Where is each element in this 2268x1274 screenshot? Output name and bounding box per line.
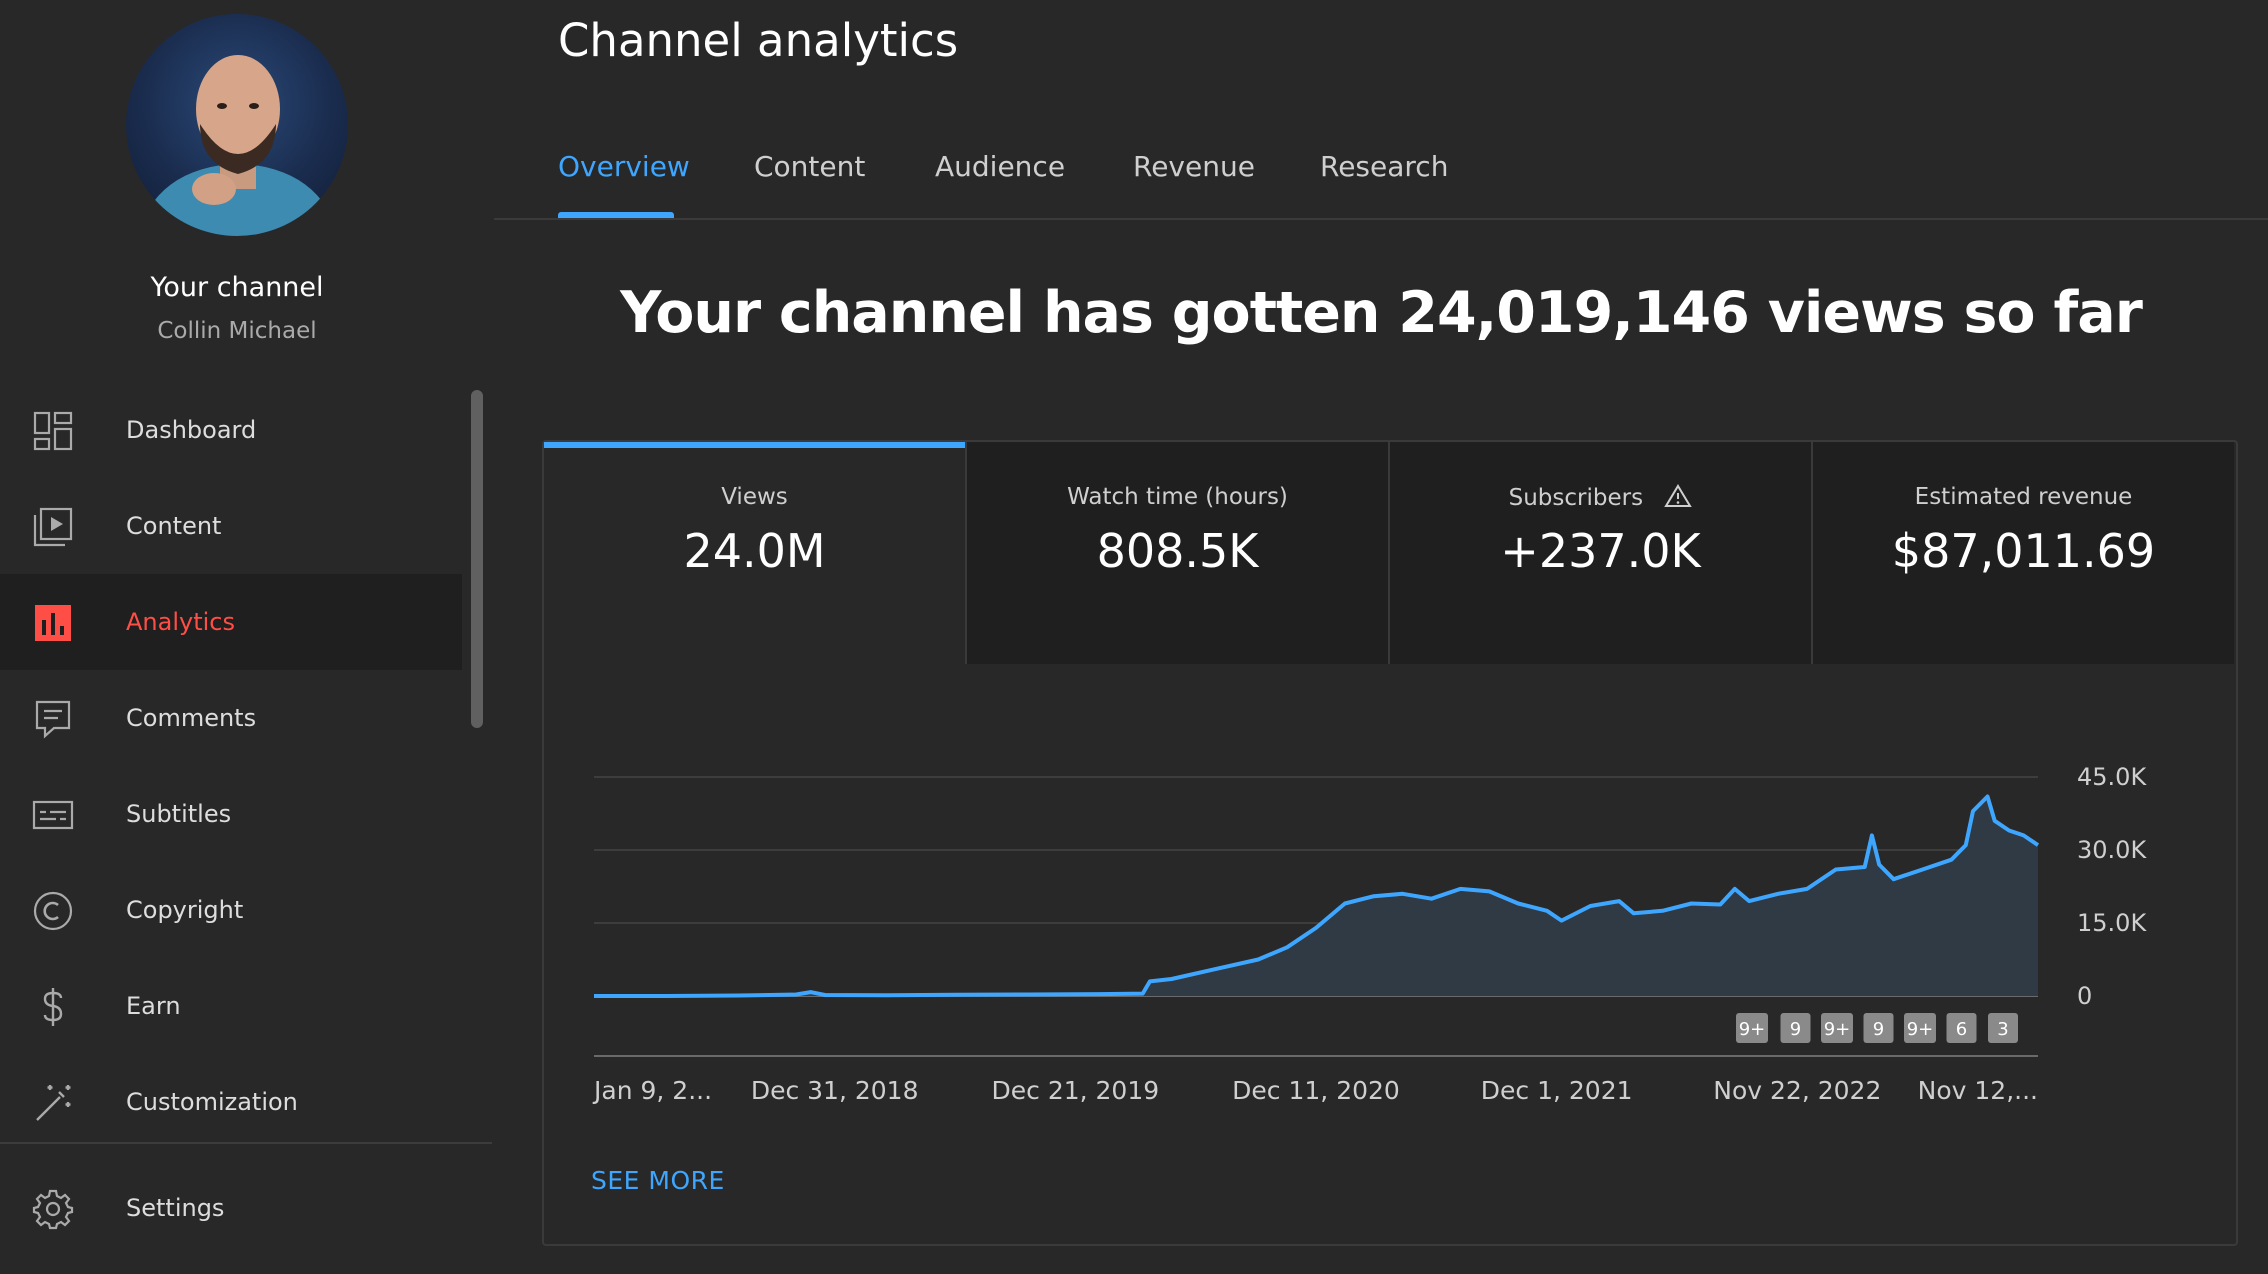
dashboard-icon <box>33 411 73 451</box>
sidebar-item-subtitles[interactable]: Subtitles <box>0 766 462 862</box>
x-tick-label: Dec 11, 2020 <box>1232 1076 1400 1105</box>
metric-divider <box>1388 442 1390 664</box>
sidebar-item-label: Copyright <box>126 896 244 924</box>
sidebar-nav: Dashboard Content Analytics <box>0 382 462 1150</box>
metric-divider <box>965 442 967 664</box>
sidebar-divider <box>0 1142 492 1144</box>
annotation-badge-label: 6 <box>1956 1019 1967 1040</box>
sidebar-item-copyright[interactable]: Copyright <box>0 862 462 958</box>
y-tick-label: 45.0K <box>2077 763 2147 791</box>
settings-label: Settings <box>126 1194 225 1222</box>
x-tick-label: Nov 22, 2022 <box>1713 1076 1881 1105</box>
views-chart[interactable]: 45.0K 30.0K 15.0K 0 Jan 9, 2... Dec 31, 2018 D… <box>544 442 2236 1244</box>
metric-label: Watch time (hours) <box>1067 484 1288 510</box>
channel-name: Collin Michael <box>157 318 317 344</box>
analytics-icon <box>35 605 71 641</box>
see-more-link[interactable]: SEE MORE <box>591 1166 725 1195</box>
x-tick-label: Dec 1, 2021 <box>1481 1076 1633 1105</box>
subtitles-icon <box>32 800 74 830</box>
avatar-image <box>143 55 333 236</box>
tab-audience[interactable]: Audience <box>935 150 1066 183</box>
sidebar-item-label: Comments <box>126 704 257 732</box>
sidebar-scrollbar[interactable] <box>471 390 483 728</box>
sidebar-item-customization[interactable]: Customization <box>0 1054 462 1150</box>
annotation-badge <box>1946 1013 1977 1043</box>
sidebar-item-label: Customization <box>126 1088 298 1116</box>
tab-content[interactable]: Content <box>754 150 866 183</box>
y-tick-label: 30.0K <box>2077 836 2147 864</box>
warning-icon[interactable] <box>1664 484 1693 508</box>
annotation-badge <box>1863 1013 1894 1043</box>
annotation-badge-label: 9+ <box>1824 1019 1851 1040</box>
tab-revenue[interactable]: Revenue <box>1133 150 1255 183</box>
content-icon <box>33 507 73 547</box>
metric-value: +237.0K <box>1500 524 1701 578</box>
metric-label: Subscribers <box>1390 484 1811 511</box>
sidebar-item-earn[interactable]: Earn <box>0 958 462 1054</box>
copyright-icon <box>33 891 73 931</box>
annotation-badge-label: 9+ <box>1739 1019 1766 1040</box>
metric-subscribers[interactable]: Subscribers +237.0K <box>1390 442 1811 664</box>
metric-label: Views <box>721 484 788 510</box>
series-line <box>594 794 2040 998</box>
sidebar-item-label: Earn <box>126 992 181 1020</box>
metric-value: 24.0M <box>683 524 826 578</box>
metric-label-text: Subscribers <box>1508 485 1644 511</box>
metric-active-indicator <box>544 442 965 448</box>
dollar-icon <box>43 988 63 1026</box>
metric-value: 808.5K <box>1096 524 1259 578</box>
sidebar-item-settings[interactable]: Settings <box>0 1160 462 1256</box>
sidebar-item-dashboard[interactable]: Dashboard <box>0 382 462 478</box>
tab-overview[interactable]: Overview <box>558 150 690 183</box>
active-tab-indicator <box>558 212 674 218</box>
tabs-divider <box>494 218 2268 220</box>
sidebar-item-label: Content <box>126 512 222 540</box>
x-tick-label: Dec 31, 2018 <box>751 1076 919 1105</box>
sidebar-item-analytics[interactable]: Analytics <box>0 574 462 670</box>
annotation-badge-label: 9+ <box>1907 1019 1934 1040</box>
x-tick-label: Dec 21, 2019 <box>992 1076 1160 1105</box>
annotation-badge <box>1821 1013 1853 1043</box>
annotation-badge <box>1988 1013 2018 1043</box>
annotation-badge <box>1780 1013 1811 1043</box>
metric-views[interactable]: Views 24.0M <box>544 442 965 664</box>
x-tick-label: Jan 9, 2... <box>592 1076 712 1105</box>
metric-divider <box>1811 442 1813 664</box>
avatar[interactable] <box>126 14 348 236</box>
metric-value: $87,011.69 <box>1891 524 2156 578</box>
metric-watch-time[interactable]: Watch time (hours) 808.5K <box>967 442 1388 664</box>
sidebar-item-comments[interactable]: Comments <box>0 670 462 766</box>
page-title: Channel analytics <box>558 14 959 67</box>
magic-wand-icon <box>36 1085 71 1121</box>
metric-label: Estimated revenue <box>1914 484 2133 510</box>
annotation-badge-label: 9 <box>1873 1019 1884 1040</box>
comments-icon <box>35 700 71 739</box>
annotation-badge <box>1736 1013 1768 1043</box>
annotation-badge <box>1904 1013 1936 1043</box>
sidebar-item-label: Analytics <box>126 608 235 636</box>
channel-title: Your channel <box>150 272 324 303</box>
views-headline: Your channel has gotten 24,019,146 views… <box>620 280 2143 346</box>
gear-icon <box>32 1189 74 1230</box>
y-tick-label: 0 <box>2077 982 2092 1010</box>
y-tick-label: 15.0K <box>2077 909 2147 937</box>
overview-card: Views 24.0M Watch time (hours) 808.5K Su… <box>542 440 2238 1246</box>
sidebar: Your channel Collin Michael Dashboard Co… <box>0 0 492 1274</box>
x-tick-label: Nov 12,... <box>1918 1076 2038 1105</box>
sidebar-item-content[interactable]: Content <box>0 478 462 574</box>
series-area <box>594 796 2038 996</box>
sidebar-item-label: Subtitles <box>126 800 232 828</box>
tab-research[interactable]: Research <box>1320 150 1449 183</box>
annotation-badge-label: 3 <box>1997 1019 2008 1040</box>
sidebar-item-label: Dashboard <box>126 416 257 444</box>
annotation-badge-label: 9 <box>1790 1019 1801 1040</box>
metric-revenue[interactable]: Estimated revenue $87,011.69 <box>1813 442 2234 664</box>
